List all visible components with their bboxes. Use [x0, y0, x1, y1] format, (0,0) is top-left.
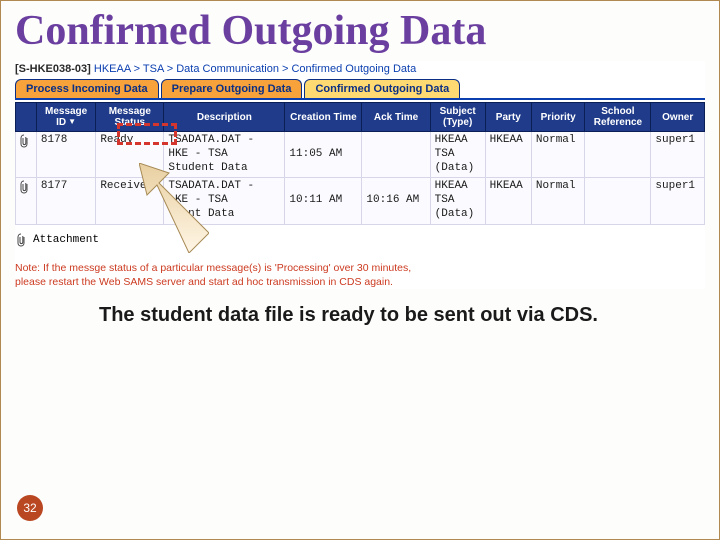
cell-school-ref	[585, 132, 651, 178]
cell-creation-time: 11:05 AM	[285, 132, 362, 178]
breadcrumb-path: HKEAA > TSA > Data Communication > Confi…	[94, 63, 416, 75]
tab-process-incoming[interactable]: Process Incoming Data	[15, 79, 159, 98]
cell-message-status: Received	[96, 178, 164, 224]
col-creation-time[interactable]: Creation Time	[285, 103, 362, 132]
cell-message-id: 8177	[36, 178, 95, 224]
cell-subject: HKEAATSA(Data)	[430, 132, 485, 178]
col-message-id[interactable]: Message ID▼	[36, 103, 95, 132]
attachment-legend: Attachment	[15, 225, 705, 251]
col-owner[interactable]: Owner	[651, 103, 705, 132]
cell-attachment[interactable]	[16, 132, 37, 178]
col-message-status[interactable]: Message Status	[96, 103, 164, 132]
col-ack-time[interactable]: Ack Time	[362, 103, 430, 132]
cell-description: TSADATA.DAT -HKE - TSAStudent Data	[164, 132, 285, 178]
col-party[interactable]: Party	[485, 103, 531, 132]
paperclip-icon	[17, 233, 27, 247]
cell-subject: HKEAATSA(Data)	[430, 178, 485, 224]
slide-container: Confirmed Outgoing Data [S-HKE038-03] HK…	[0, 0, 720, 540]
cell-owner: super1	[651, 178, 705, 224]
cell-priority: Normal	[531, 132, 584, 178]
slide-title: Confirmed Outgoing Data	[1, 1, 719, 59]
col-description[interactable]: Description	[164, 103, 285, 132]
col-subject[interactable]: Subject (Type)	[430, 103, 485, 132]
cell-message-status: Ready	[96, 132, 164, 178]
cell-owner: super1	[651, 132, 705, 178]
slide-caption: The student data file is ready to be sen…	[1, 289, 719, 328]
sort-down-icon: ▼	[68, 118, 76, 127]
note-text: Note: If the messge status of a particul…	[15, 251, 705, 289]
tab-confirmed-outgoing[interactable]: Confirmed Outgoing Data	[304, 79, 460, 98]
tab-prepare-outgoing[interactable]: Prepare Outgoing Data	[161, 79, 303, 98]
page-number-badge: 32	[17, 495, 43, 521]
cell-creation-time: 10:11 AM	[285, 178, 362, 224]
app-screenshot: [S-HKE038-03] HKEAA > TSA > Data Communi…	[15, 61, 705, 289]
cell-ack-time: 10:16 AM	[362, 178, 430, 224]
table-row[interactable]: 8177 Received TSADATA.DAT -·KE - TSA·den…	[16, 178, 705, 224]
breadcrumb: [S-HKE038-03] HKEAA > TSA > Data Communi…	[15, 61, 705, 79]
paperclip-icon	[20, 134, 30, 148]
col-attachment	[16, 103, 37, 132]
cell-description: TSADATA.DAT -·KE - TSA·dent Data	[164, 178, 285, 224]
screen-code: [S-HKE038-03]	[15, 63, 91, 75]
table-row[interactable]: 8178 Ready TSADATA.DAT -HKE - TSAStudent…	[16, 132, 705, 178]
cell-priority: Normal	[531, 178, 584, 224]
paperclip-icon	[20, 180, 30, 194]
tab-bar: Process Incoming Data Prepare Outgoing D…	[15, 79, 705, 100]
col-priority[interactable]: Priority	[531, 103, 584, 132]
cell-school-ref	[585, 178, 651, 224]
col-school-reference[interactable]: School Reference	[585, 103, 651, 132]
cell-party: HKEAA	[485, 178, 531, 224]
cell-message-id: 8178	[36, 132, 95, 178]
data-table: Message ID▼ Message Status Description C…	[15, 102, 705, 225]
cell-attachment[interactable]	[16, 178, 37, 224]
attachment-label: Attachment	[33, 234, 99, 246]
cell-ack-time	[362, 132, 430, 178]
cell-party: HKEAA	[485, 132, 531, 178]
